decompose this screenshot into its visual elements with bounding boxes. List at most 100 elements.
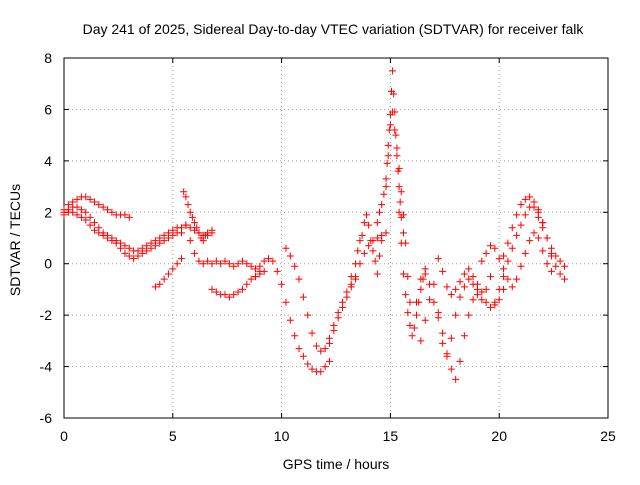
data-point — [526, 237, 534, 245]
data-point — [184, 201, 192, 209]
data-point — [286, 316, 294, 324]
series-track-g — [208, 267, 268, 301]
data-point — [199, 237, 207, 245]
data-point — [393, 144, 401, 152]
data-point — [513, 275, 521, 283]
data-point — [178, 255, 186, 263]
series-track-h — [251, 255, 333, 376]
data-point — [421, 265, 429, 273]
data-point — [69, 208, 77, 216]
y-tick-label: -4 — [40, 359, 53, 375]
data-point — [521, 195, 529, 203]
data-point — [77, 213, 85, 221]
data-point — [395, 165, 403, 173]
data-point — [395, 183, 403, 191]
data-point — [121, 211, 129, 219]
data-point — [208, 260, 216, 268]
data-point — [552, 252, 560, 260]
data-point — [365, 221, 373, 229]
data-point — [347, 273, 355, 281]
series-track-l — [373, 67, 407, 237]
data-point — [508, 244, 516, 252]
data-point — [417, 285, 425, 293]
series-track-o — [413, 265, 481, 383]
data-point — [473, 280, 481, 288]
data-point — [82, 193, 90, 201]
series-track-n — [395, 208, 429, 340]
data-point — [230, 291, 238, 299]
data-point — [376, 208, 384, 216]
data-point — [95, 229, 103, 237]
data-point — [160, 237, 168, 245]
data-point — [539, 247, 547, 255]
tick-layer: 0 5 10 15 20 25 -6 -4 -2 0 2 4 6 8 — [40, 50, 616, 444]
data-point — [392, 131, 400, 139]
data-point — [299, 352, 307, 360]
data-point — [478, 296, 486, 304]
data-point — [521, 211, 529, 219]
data-point — [147, 244, 155, 252]
data-point — [104, 206, 112, 214]
data-point — [193, 224, 201, 232]
data-point — [291, 332, 299, 340]
data-point — [321, 345, 329, 353]
data-point — [508, 224, 516, 232]
plot-frame — [63, 57, 609, 419]
data-point — [234, 288, 242, 296]
data-point — [384, 141, 392, 149]
data-point — [295, 275, 303, 283]
data-point — [104, 234, 112, 242]
data-point — [117, 244, 125, 252]
data-point — [534, 213, 542, 221]
data-point — [382, 183, 390, 191]
data-point — [247, 262, 255, 270]
data-point — [73, 203, 81, 211]
data-point — [552, 262, 560, 270]
data-point — [308, 329, 316, 337]
data-point — [234, 260, 242, 268]
data-point — [473, 291, 481, 299]
data-point — [208, 285, 216, 293]
data-point — [447, 291, 455, 299]
data-point — [90, 226, 98, 234]
data-point — [443, 352, 451, 360]
data-point — [151, 242, 159, 250]
data-point — [308, 365, 316, 373]
data-point — [382, 229, 390, 237]
series-track-e — [180, 188, 216, 245]
data-point — [112, 239, 120, 247]
series-track-d — [151, 255, 186, 291]
data-point — [182, 221, 190, 229]
data-point — [191, 219, 199, 227]
data-point — [282, 244, 290, 252]
data-point — [225, 293, 233, 301]
data-point — [99, 231, 107, 239]
data-point — [99, 203, 107, 211]
data-point — [382, 175, 390, 183]
data-point — [108, 208, 116, 216]
data-point — [312, 342, 320, 350]
data-point — [180, 188, 188, 196]
y-tick-label: 4 — [44, 153, 52, 169]
data-point — [208, 226, 216, 234]
series-track-c — [60, 208, 186, 263]
data-point — [417, 337, 425, 345]
data-point — [443, 283, 451, 291]
data-point — [452, 375, 460, 383]
data-point — [376, 252, 384, 260]
data-point — [225, 260, 233, 268]
x-tick-label: 5 — [169, 428, 177, 444]
data-point — [482, 285, 490, 293]
data-point — [430, 298, 438, 306]
data-point — [362, 211, 370, 219]
data-point — [534, 234, 542, 242]
data-point — [367, 237, 375, 245]
data-point — [130, 255, 138, 263]
data-point — [469, 296, 477, 304]
data-point — [195, 257, 203, 265]
data-point — [404, 309, 412, 317]
data-point — [369, 247, 377, 255]
data-point — [265, 255, 273, 263]
data-point — [373, 270, 381, 278]
